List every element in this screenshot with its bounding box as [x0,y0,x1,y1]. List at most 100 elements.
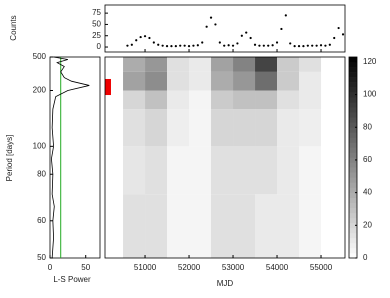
heat-cell [233,109,256,147]
y-tick-label: 0 [97,42,102,51]
heat-cell [299,109,322,147]
y-tick-label: 60 [37,216,46,225]
y-tick-label: 50 [37,253,46,262]
heat-cell [299,71,322,91]
point [275,41,279,44]
heat-cell [299,194,322,258]
point [135,39,138,42]
x-tick-label: 50 [81,263,90,272]
heat-cell [123,90,146,110]
point [205,25,208,28]
colorbar-step [349,192,357,198]
colorbar-step [349,157,357,163]
point [148,36,151,40]
colorbar-step [349,167,357,173]
point [161,44,164,47]
colorbar-step [349,112,357,118]
colorbar-step [349,122,357,128]
point [227,44,230,47]
colorbar-step [349,92,357,98]
point [249,36,252,40]
colorbar-step [349,67,357,73]
colorbar-tick-label: 80 [363,122,372,131]
x-label: MJD [217,279,234,288]
heat-cell [189,57,212,72]
colorbar-step [349,227,357,234]
colorbar-step [349,172,357,178]
colorbar-tick-label: 40 [363,188,372,197]
colorbar-step [349,107,357,113]
heat-cell [167,57,190,72]
point [341,33,345,36]
colorbar-step [349,72,357,78]
colorbar-step [349,237,357,244]
main-axes [104,56,346,259]
heat-cell [255,90,278,110]
point [280,27,283,31]
colorbar-step [349,197,357,204]
point [201,41,204,44]
colorbar-step [349,247,357,254]
point [253,43,257,46]
colorbar-step [349,102,357,108]
heat-cell [211,90,234,110]
point [324,44,327,47]
point [174,45,177,48]
heat-cell [167,90,190,110]
colorbar-step [349,77,357,83]
point [267,44,270,47]
point [236,42,239,45]
heat-cell [167,71,190,91]
point [337,26,340,30]
x-label: L-S Power [53,275,91,284]
y-label: Period [days] [5,135,14,182]
heat-cell [211,57,234,72]
heat-cell [255,109,278,147]
x-tick-label: 51000 [134,263,157,272]
point [214,23,217,26]
point [187,45,191,48]
heat-cell [189,146,212,195]
heat-cell [233,90,256,110]
colorbar-step [349,162,357,168]
colorbar-step [349,152,357,158]
heat-cell [233,57,256,72]
highlight [105,78,111,96]
point [245,31,248,34]
y-label: Counts [9,15,18,40]
heat-cell [123,146,146,195]
heat-cell [277,146,300,195]
y-tick-label: 25 [92,31,101,40]
top-axes [104,4,346,53]
y-tick-label: 75 [92,8,101,17]
colorbar-step [349,97,357,103]
heat-cell [255,57,278,72]
colorbar-frame [348,56,358,259]
colorbar-step [349,177,357,183]
point [302,45,305,48]
heat-cell [145,71,168,91]
point [315,44,318,47]
heat-cell [167,109,190,147]
colorbar-tick-label: 20 [363,220,372,229]
heat-cell [233,194,256,258]
heat-cell [233,71,256,91]
heat-cell [255,146,278,195]
heat-cell [211,71,234,91]
heat-cell [277,109,300,147]
point [183,44,186,47]
point [271,44,274,47]
heat-cell [277,194,300,258]
colorbar-step [349,62,357,68]
point [143,35,147,38]
heat-cell [189,194,212,258]
heat-cell [123,57,146,72]
heat-cell [277,57,300,72]
colorbar-step [349,222,357,229]
heat-cell [277,90,300,110]
point [218,41,221,44]
x-tick-label: 0 [48,263,53,272]
point [333,36,336,40]
heat-cell [299,146,322,195]
heat-cell [145,90,168,110]
